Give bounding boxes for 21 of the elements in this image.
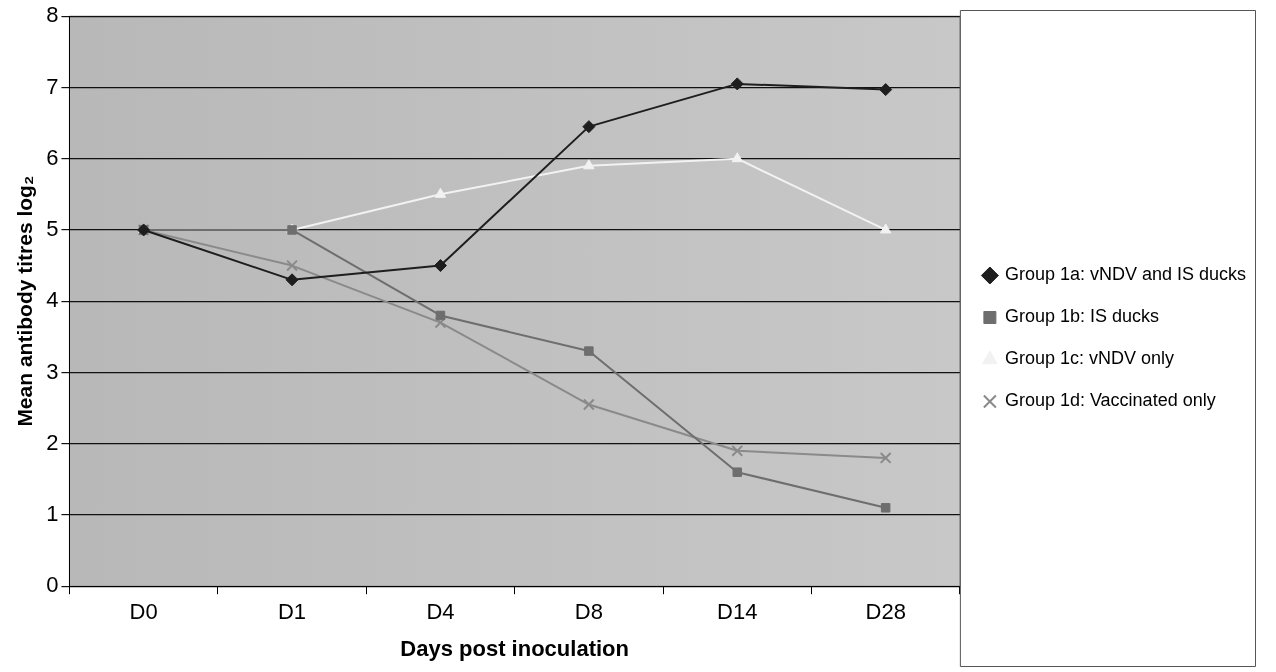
legend-label: Group 1a: vNDV and IS ducks [1004,264,1247,285]
y-tick-label: 3 [46,358,59,384]
y-tick-label: 5 [46,216,59,242]
y-tick-label: 8 [46,2,59,28]
x-tick-label: D8 [574,599,603,625]
y-tick-label: 7 [46,73,59,99]
y-axis-title: Mean antibody titres log₂ [13,175,37,427]
legend-label: Group 1c: vNDV only [1004,348,1174,369]
y-tick-label: 0 [46,572,59,598]
x-axis-title: Days post inoculation [400,635,629,661]
legend-label: Group 1b: IS ducks [1004,306,1159,327]
x-tick-label: D14 [717,599,758,625]
x-tick-label: D1 [277,599,307,625]
legend-label: Group 1d: Vaccinated only [1004,390,1216,411]
x-tick-label: D4 [426,599,455,625]
y-tick-label: 6 [46,144,59,170]
y-tick-label: 2 [46,429,59,455]
y-tick-label: 4 [46,287,59,313]
y-tick-label: 1 [46,501,59,527]
x-tick-label: D0 [129,599,158,625]
x-tick-label: D28 [865,599,906,625]
